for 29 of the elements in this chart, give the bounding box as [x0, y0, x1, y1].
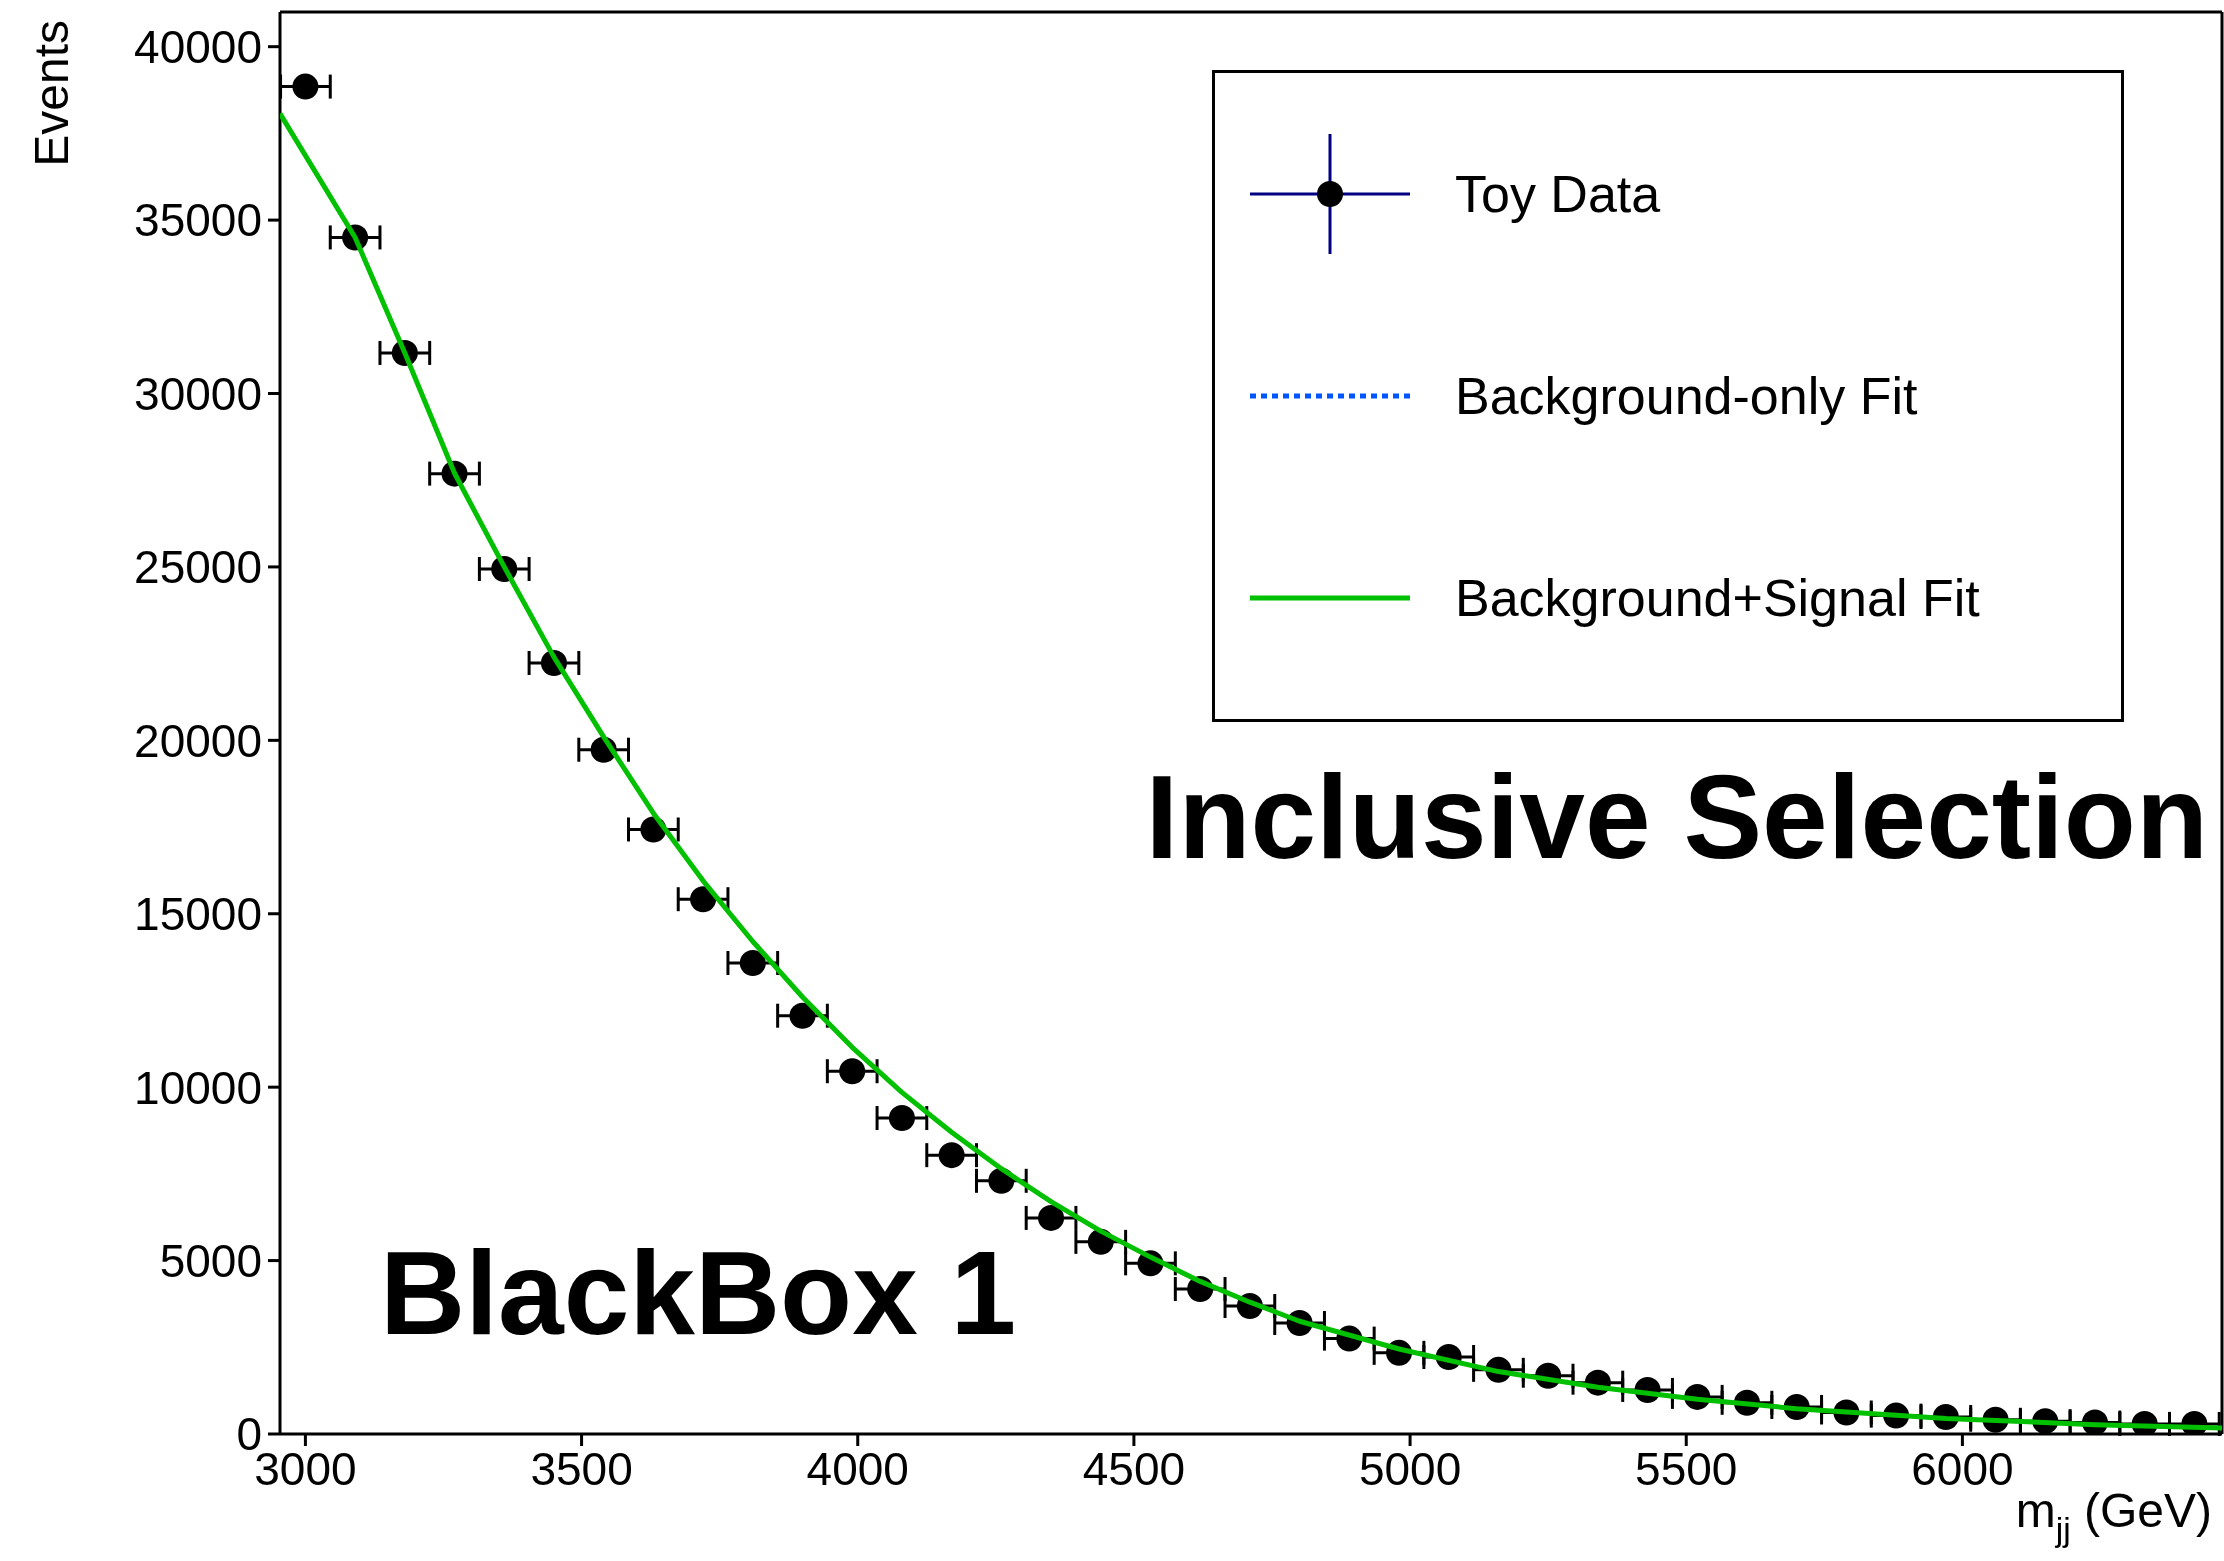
x-tick-label: 4500 — [1082, 1442, 1186, 1495]
y-tick-label: 30000 — [134, 367, 262, 420]
point — [938, 1142, 965, 1169]
y-tick-label: 15000 — [134, 888, 262, 941]
y-tick-label: 25000 — [134, 541, 262, 594]
x-tick-label: 3500 — [530, 1442, 633, 1495]
point — [839, 1058, 866, 1085]
y-tick-label: 40000 — [134, 21, 262, 74]
legend-label: Background+Signal Fit — [1455, 568, 1980, 628]
point — [690, 886, 717, 913]
x-tick-label: 5000 — [1358, 1442, 1462, 1495]
y-tick-label: 5000 — [159, 1234, 262, 1287]
x-tick-label: 4000 — [806, 1442, 909, 1495]
annotation: Inclusive Selection — [1145, 751, 2208, 884]
point — [1038, 1204, 1065, 1231]
point — [292, 73, 319, 100]
legend-label: Toy Data — [1455, 164, 1661, 224]
x-tick-label: 6000 — [1911, 1442, 2014, 1495]
y-axis-title: Events — [25, 20, 78, 167]
annotation: BlackBox 1 — [380, 1227, 1017, 1360]
y-tick-label: 35000 — [134, 194, 262, 247]
point — [789, 1002, 816, 1029]
x-tick-label: 5500 — [1635, 1442, 1738, 1495]
point — [739, 950, 766, 977]
point — [888, 1105, 915, 1132]
legend-label: Background-only Fit — [1455, 366, 1918, 426]
y-tick-label: 10000 — [134, 1061, 262, 1114]
y-tick-label: 20000 — [134, 714, 262, 767]
x-axis-title: m$_{jj}$ (GeV) — [2015, 1484, 2212, 1548]
